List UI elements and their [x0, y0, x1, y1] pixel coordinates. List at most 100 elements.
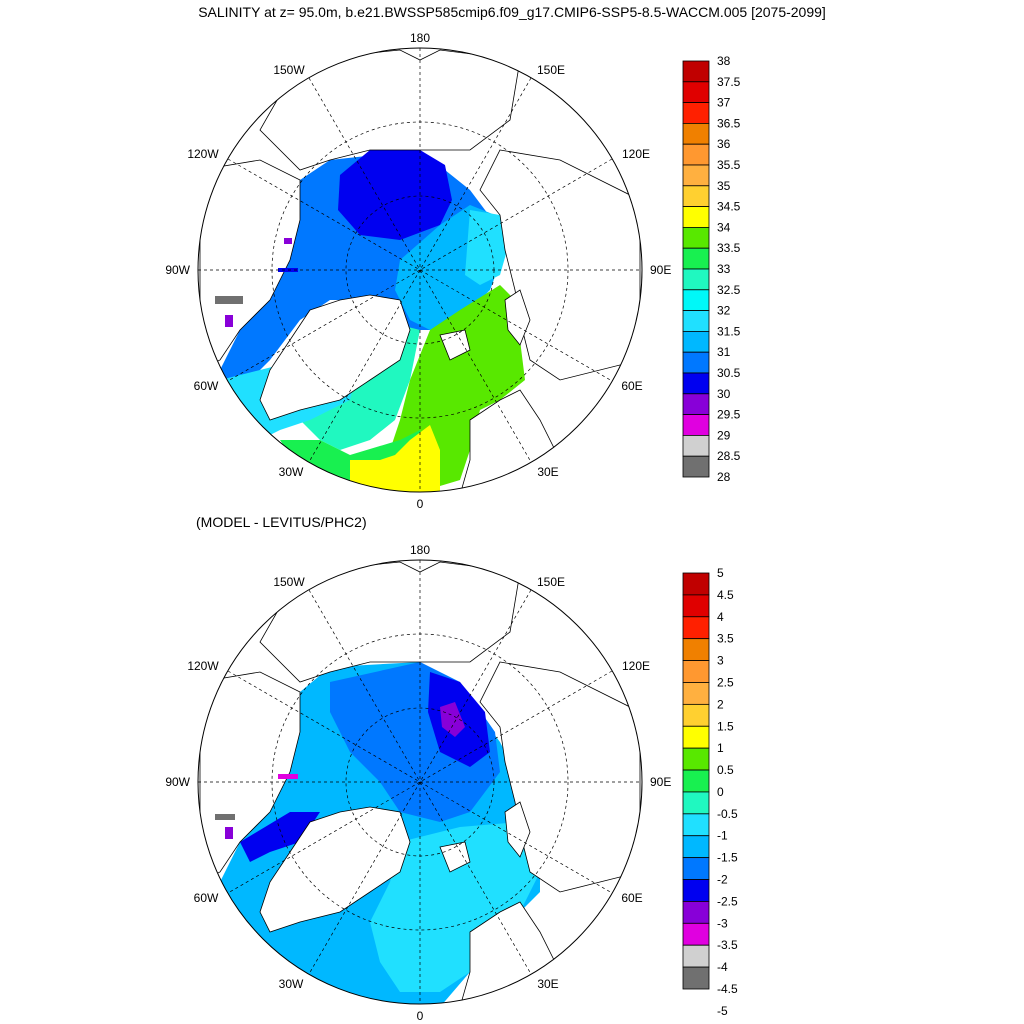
colorbar-label: -1 [717, 829, 728, 843]
colorbar-label: 34.5 [717, 200, 741, 214]
colorbar-swatch [682, 60, 710, 83]
colorbar-swatch [682, 455, 710, 478]
colorbar-label: -4 [717, 960, 728, 974]
diff-patch [225, 827, 233, 839]
map-boundary-circle-bottom [197, 559, 643, 1005]
difference-colorbar: 5 4.5 4 3.5 3 2.5 2 1.5 1 0.5 0 -0.5 -1 -1.5 -2 -2.5 -3 -… [682, 566, 738, 1018]
map-boundary-circle [197, 47, 643, 493]
diff-patch-3 [278, 774, 298, 779]
salinity-map-panel: 180 0 90W 90E 150W 150E 120W 120E 60W 60… [165, 31, 741, 511]
lon-label-30e-bottom: 30E [537, 977, 558, 991]
lon-label-90e-bottom: 90E [650, 775, 671, 789]
eurasia-land-bottom [479, 661, 641, 893]
colorbar-label: -5 [717, 1004, 728, 1018]
colorbar-swatch [682, 944, 710, 968]
lon-label-0-bottom: 0 [417, 1009, 424, 1023]
lon-label-0: 0 [417, 497, 424, 511]
colorbar-swatch [682, 393, 710, 415]
graticule [198, 48, 642, 492]
svalbard-island-bottom [439, 841, 471, 873]
colorbar-swatch [682, 660, 710, 683]
lon-label-90w: 90W [165, 263, 190, 277]
colorbar-label: 28 [717, 470, 731, 484]
colorbar-label: 36.5 [717, 116, 741, 130]
colorbar-label: -3 [717, 916, 728, 930]
diff-patch-2 [215, 814, 235, 820]
lon-label-150e: 150E [537, 63, 565, 77]
difference-subtitle: (MODEL - LEVITUS/PHC2) [196, 514, 367, 530]
low-salinity-patch-2 [215, 296, 243, 304]
colorbar-label: -2.5 [717, 894, 738, 908]
colorbar-label: 33 [717, 262, 731, 276]
colorbar-swatch [682, 922, 710, 946]
colorbar-swatch [682, 247, 710, 270]
colorbar-label: -1.5 [717, 851, 738, 865]
basin-fresh-region [338, 150, 452, 240]
colorbar-label: 35 [717, 179, 731, 193]
colorbar-label: 3 [717, 654, 724, 668]
colorbar-swatch [682, 725, 710, 749]
colorbar-swatch [682, 594, 710, 618]
lon-label-150w-bottom: 150W [273, 575, 305, 589]
lon-label-90w-bottom: 90W [165, 775, 190, 789]
colorbar-label: 38 [717, 54, 731, 68]
lon-label-180-bottom: 180 [410, 543, 430, 557]
eurasia-land [479, 149, 641, 381]
colorbar-swatch [682, 102, 710, 124]
colorbar-label: 33.5 [717, 241, 741, 255]
colorbar-swatch [682, 813, 710, 837]
colorbar-swatch [682, 835, 710, 859]
warm-inflow-region [350, 425, 440, 492]
lon-label-120e-bottom: 120E [622, 659, 650, 673]
lon-label-60e-bottom: 60E [621, 891, 642, 905]
lon-label-150e-bottom: 150E [537, 575, 565, 589]
colorbar-label: 1 [717, 741, 724, 755]
colorbar-label: 31.5 [717, 324, 741, 338]
colorbar-swatch [682, 857, 710, 880]
colorbar-label: -3.5 [717, 938, 738, 952]
salinity-colorbar: 38 37.5 37 36.5 36 35.5 35 34.5 34 33.5 33 32.5 32 31… [682, 54, 741, 484]
colorbar-label: 37 [717, 96, 731, 110]
colorbar-label: 36 [717, 137, 731, 151]
colorbar-label: 2 [717, 697, 724, 711]
difference-field [199, 561, 641, 1004]
colorbar-swatch [682, 143, 710, 166]
colorbar-label: 32 [717, 304, 731, 318]
colorbar-swatch [682, 330, 710, 353]
colorbar-swatch [682, 703, 710, 727]
colorbar-label: 31 [717, 345, 731, 359]
diff-atlantic-region [370, 822, 540, 992]
novaya-zemlya-island [504, 289, 531, 346]
colorbar-label: 4 [717, 610, 724, 624]
colorbar-swatch [682, 372, 710, 395]
colorbar-swatch [682, 434, 710, 457]
colorbar-label: -4.5 [717, 982, 738, 996]
colorbar-swatch [682, 966, 710, 990]
colorbar-label: 30 [717, 387, 731, 401]
lon-label-30w-bottom: 30W [279, 977, 304, 991]
lon-label-120w-bottom: 120W [187, 659, 219, 673]
colorbar-swatch [682, 268, 710, 291]
colorbar-label: 30.5 [717, 366, 741, 380]
figure-title: SALINITY at z= 95.0m, b.e21.BWSSP585cmip… [198, 4, 826, 20]
lon-label-180: 180 [410, 31, 430, 45]
difference-map-panel: 180 0 90W 90E 150W 150E 120W 120E 60W 60… [165, 543, 738, 1023]
colorbar-swatch [682, 289, 710, 311]
svalbard-island [439, 329, 471, 361]
colorbar-swatch [682, 123, 710, 145]
colorbar-label: 35.5 [717, 158, 741, 172]
salinity-field [199, 49, 641, 492]
colorbar-label: 37.5 [717, 75, 741, 89]
colorbar-label: 2.5 [717, 675, 734, 689]
lon-label-30e: 30E [537, 465, 558, 479]
colorbar-swatch [682, 164, 710, 187]
colorbar-swatch [682, 185, 710, 208]
colorbar-label: 34 [717, 220, 731, 234]
colorbar-swatch [682, 351, 710, 374]
colorbar-label: 0 [717, 785, 724, 799]
colorbar-swatch [682, 206, 710, 228]
colorbar-swatch [682, 879, 710, 902]
colorbar-label: 0.5 [717, 763, 734, 777]
novaya-zemlya-island-bottom [504, 801, 531, 858]
colorbar-label: 29.5 [717, 408, 741, 422]
